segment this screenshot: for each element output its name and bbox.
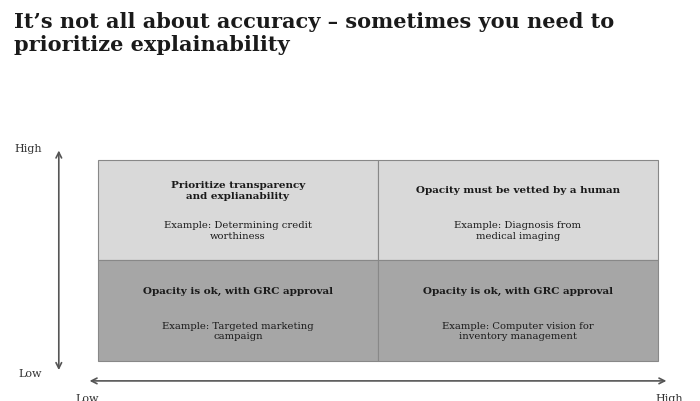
Bar	[98, 160, 378, 261]
Text: High: High	[15, 144, 42, 153]
Text: Low: Low	[18, 368, 42, 378]
Text: Example: Computer vision for
inventory management: Example: Computer vision for inventory m…	[442, 321, 594, 340]
Text: Example: Determining credit
worthiness: Example: Determining credit worthiness	[164, 221, 312, 240]
Text: Opacity must be vetted by a human: Opacity must be vetted by a human	[416, 186, 620, 195]
Text: Opacity is ok, with GRC approval: Opacity is ok, with GRC approval	[143, 286, 333, 295]
Text: Prioritize transparency
and explianability: Prioritize transparency and explianabili…	[171, 181, 305, 200]
Text: Example: Targeted marketing
campaign: Example: Targeted marketing campaign	[162, 321, 314, 340]
Bar	[98, 261, 378, 361]
Bar	[378, 160, 658, 261]
Text: High: High	[655, 393, 683, 401]
Text: It’s not all about accuracy – sometimes you need to
prioritize explainability: It’s not all about accuracy – sometimes …	[14, 12, 615, 55]
Bar	[378, 261, 658, 361]
Text: Example: Diagnosis from
medical imaging: Example: Diagnosis from medical imaging	[454, 221, 582, 240]
Text: Low: Low	[75, 393, 99, 401]
Text: Opacity is ok, with GRC approval: Opacity is ok, with GRC approval	[423, 286, 613, 295]
